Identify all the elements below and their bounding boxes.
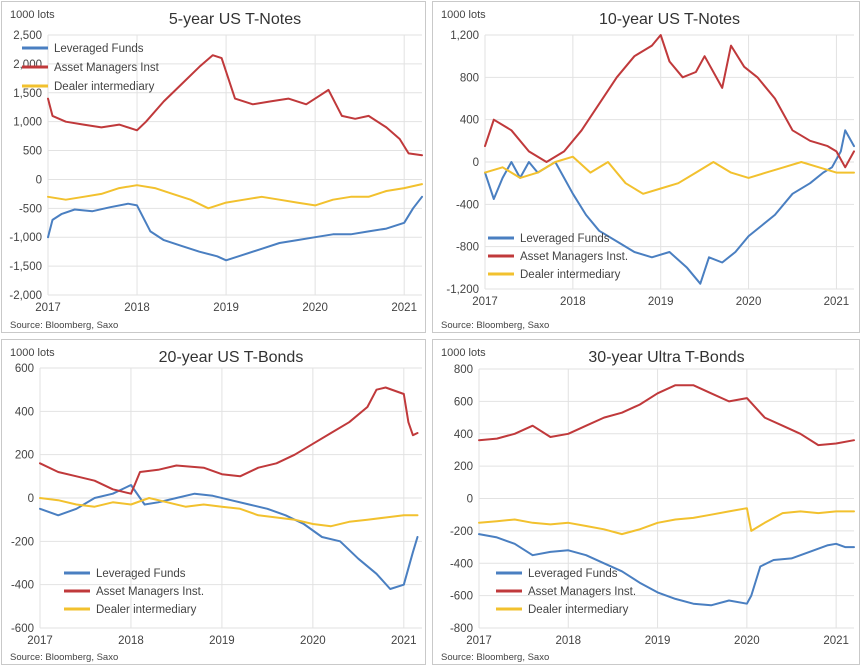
chart-3-series-asset-managers-inst xyxy=(39,386,419,495)
chart-2-unit-label: 1000 lots xyxy=(441,9,486,21)
chart-3-title: 20-year US T-Bonds xyxy=(159,349,304,366)
chart-4-y-tick-label: 400 xyxy=(454,429,473,441)
chart-3-legend-label: Asset Managers Inst. xyxy=(96,586,204,598)
chart-2-x-tick-label: 2018 xyxy=(560,296,586,308)
chart-3-x-tick-label: 2017 xyxy=(27,635,53,647)
chart-1-y-tick-label: 2,000 xyxy=(13,59,42,71)
chart-3-x-tick-label: 2020 xyxy=(300,635,326,647)
chart-3-legend-label: Dealer intermediary xyxy=(96,604,197,616)
chart-2-source: Source: Bloomberg, Saxo xyxy=(441,320,549,331)
chart-4-series-dealer-intermediary xyxy=(478,507,855,536)
chart-1-y-tick-label: 500 xyxy=(23,146,42,158)
chart-4-x-tick-label: 2017 xyxy=(466,635,492,647)
chart-1-x-tick-label: 2019 xyxy=(213,302,239,314)
chart-3-x-tick-label: 2021 xyxy=(391,635,417,647)
chart-1-x-tick-label: 2021 xyxy=(391,302,417,314)
chart-4-y-tick-label: 800 xyxy=(454,364,473,376)
chart-3-y-tick-label: 200 xyxy=(15,450,34,462)
chart-4-series-asset-managers-inst xyxy=(478,384,855,447)
chart-4-x-tick-label: 2018 xyxy=(555,635,581,647)
chart-1-x-tick-label: 2018 xyxy=(124,302,150,314)
chart-4-x-tick-label: 2020 xyxy=(734,635,760,647)
chart-4-x-tick-label: 2021 xyxy=(823,635,849,647)
chart-4-x-tick-label: 2019 xyxy=(645,635,671,647)
chart-1-legend-label: Leveraged Funds xyxy=(54,43,144,55)
chart-3-y-tick-label: 600 xyxy=(15,363,34,375)
chart-3-series-dealer-intermediary xyxy=(39,497,419,528)
chart-1-legend-label: Asset Managers Inst xyxy=(54,62,160,74)
chart-2-x-tick-label: 2017 xyxy=(472,296,498,308)
chart-1-series-asset-managers-inst xyxy=(47,54,423,157)
chart-2-y-tick-label: -400 xyxy=(456,199,479,211)
chart-4-y-tick-label: 0 xyxy=(467,494,473,506)
chart-1-svg: 2,500 2,000 1,500 1,000 500 0 -500 -1,000 -1,500… xyxy=(9,9,423,331)
chart-3-x-tick-label: 2019 xyxy=(209,635,235,647)
chart-2-series-dealer-intermediary xyxy=(484,155,855,195)
chart-2-legend-label: Dealer intermediary xyxy=(520,269,621,281)
chart-3-source: Source: Bloomberg, Saxo xyxy=(10,652,118,663)
chart-4-y-tick-label: 600 xyxy=(454,396,473,408)
chart-4-y-tick-label: -200 xyxy=(450,526,473,538)
chart-1-panel: 2,500 2,000 1,500 1,000 500 0 -500 -1,000 -1,500… xyxy=(1,1,426,333)
chart-1-x-tick-label: 2020 xyxy=(302,302,328,314)
chart-2-panel: 1,200 800 400 0 -400 -800 -1,200 2017 2018 2019 20… xyxy=(432,1,860,333)
chart-1-y-tick-label: 1,000 xyxy=(13,117,42,129)
chart-2-y-tick-label: 0 xyxy=(473,157,479,169)
chart-1-source: Source: Bloomberg, Saxo xyxy=(10,320,118,331)
chart-4-y-tick-label: -400 xyxy=(450,558,473,570)
chart-4-title: 30-year Ultra T-Bonds xyxy=(588,349,744,366)
chart-4-y-tick-label: -800 xyxy=(450,623,473,635)
chart-1-y-tick-label: -500 xyxy=(19,203,42,215)
chart-1-x-tick-label: 2017 xyxy=(35,302,61,314)
chart-2-title: 10-year US T-Notes xyxy=(599,11,740,28)
chart-1-y-tick-label: 1,500 xyxy=(13,88,42,100)
chart-4-series-leveraged-funds xyxy=(478,533,855,607)
chart-4-source: Source: Bloomberg, Saxo xyxy=(441,652,549,663)
chart-4-unit-label: 1000 lots xyxy=(441,347,486,359)
chart-4-legend-label: Leveraged Funds xyxy=(528,568,618,580)
chart-1-title: 5-year US T-Notes xyxy=(169,11,301,28)
chart-3-y-tick-label: -600 xyxy=(11,623,34,635)
chart-2-y-tick-label: 1,200 xyxy=(450,30,479,42)
chart-4-y-tick-label: -600 xyxy=(450,591,473,603)
chart-2-y-tick-label: -800 xyxy=(456,242,479,254)
chart-2-y-tick-label: 800 xyxy=(460,72,479,84)
chart-4-legend-label: Asset Managers Inst. xyxy=(528,586,636,598)
chart-1-y-tick-label: -2,000 xyxy=(9,290,42,302)
chart-1-series-dealer-intermediary xyxy=(47,183,423,210)
chart-1-y-tick-label: -1,000 xyxy=(9,232,42,244)
chart-2-series-leveraged-funds xyxy=(484,129,855,285)
chart-2-legend-label: Leveraged Funds xyxy=(520,233,610,245)
chart-1-legend-label: Dealer intermediary xyxy=(54,81,155,93)
chart-1-y-tick-label: -1,500 xyxy=(9,261,42,273)
chart-3-legend-label: Leveraged Funds xyxy=(96,568,186,580)
chart-1-y-tick-label: 0 xyxy=(36,174,42,186)
chart-3-y-tick-label: -200 xyxy=(11,536,34,548)
chart-3-unit-label: 1000 lots xyxy=(10,347,55,359)
chart-1-y-tick-label: 2,500 xyxy=(13,30,42,42)
chart-4-y-tick-label: 200 xyxy=(454,461,473,473)
chart-2-series-asset-managers-inst xyxy=(484,34,855,169)
chart-4-panel: 800 600 400 200 0 -200 -400 -600 -800 2017 2018 201… xyxy=(432,339,860,665)
chart-3-panel: 600 400 200 0 -200 -400 -600 2017 2018 2019 2020 20… xyxy=(1,339,426,665)
chart-2-x-tick-label: 2019 xyxy=(648,296,674,308)
chart-2-x-tick-label: 2020 xyxy=(736,296,762,308)
chart-2-y-tick-label: 400 xyxy=(460,115,479,127)
chart-1-unit-label: 1000 lots xyxy=(10,9,55,21)
chart-3-y-tick-label: -400 xyxy=(11,580,34,592)
chart-4-legend-label: Dealer intermediary xyxy=(528,604,629,616)
chart-3-y-tick-label: 0 xyxy=(28,493,34,505)
chart-3-x-tick-label: 2018 xyxy=(118,635,144,647)
chart-1-series-leveraged-funds xyxy=(47,195,423,262)
chart-3-series-leveraged-funds xyxy=(39,484,419,590)
chart-2-legend-label: Asset Managers Inst. xyxy=(520,251,628,263)
chart-2-x-tick-label: 2021 xyxy=(824,296,850,308)
chart-2-y-tick-label: -1,200 xyxy=(446,284,479,296)
chart-3-y-tick-label: 400 xyxy=(15,406,34,418)
